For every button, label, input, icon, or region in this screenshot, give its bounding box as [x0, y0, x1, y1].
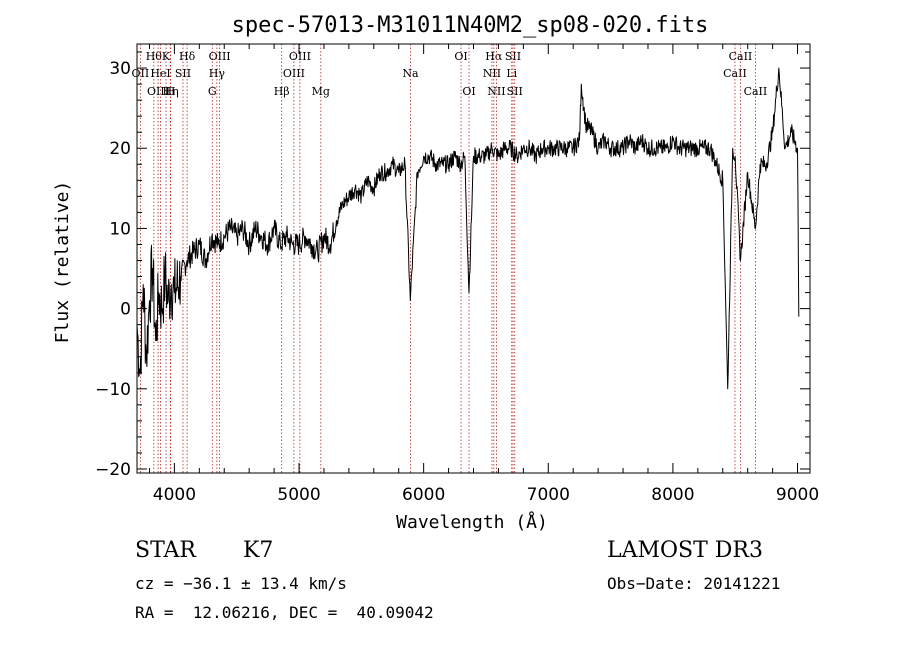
- spectral-line-label: G: [208, 85, 217, 98]
- spectral-line-label: CaII: [729, 50, 753, 63]
- spectral-line-label: OI: [462, 85, 475, 98]
- spectral-line-label: Hδ: [179, 50, 196, 63]
- axes: 4000 5000 6000 7000 8000 9000 −20 −10 0 10 20 30: [95, 44, 819, 505]
- y-tick-label: 20: [109, 139, 131, 159]
- spectral-line-label: H: [166, 85, 176, 98]
- redshift-velocity: cz = −36.1 ± 13.4 km/s: [135, 574, 347, 593]
- survey-name: LAMOST DR3: [607, 538, 763, 563]
- spectral-line-label: Hγ: [209, 67, 226, 80]
- coordinates: RA = 12.06216, DEC = 40.09042: [135, 603, 434, 622]
- spectral-line-label: Na: [402, 67, 419, 80]
- x-tick-label: 6000: [402, 485, 445, 505]
- x-tick-label: 4000: [153, 485, 196, 505]
- spectral-line-label: CaII: [723, 67, 747, 80]
- spectral-line-label: HeI: [150, 67, 170, 80]
- spectral-line-label: Hη: [163, 85, 179, 98]
- spectral-line-label: Hα: [485, 50, 503, 63]
- spectral-line-label: SII: [507, 85, 523, 98]
- y-axis-label: Flux (relative): [52, 181, 73, 344]
- flux-series: [136, 67, 800, 390]
- flux-line: [136, 67, 800, 390]
- y-tick-label: 0: [120, 300, 131, 320]
- plot-frame: [136, 43, 811, 474]
- spectral-line-label: OI: [454, 50, 467, 63]
- spectral-line-label: Hθ: [146, 50, 163, 63]
- spectral-line-label: OIII: [283, 67, 305, 80]
- y-tick-label: 10: [109, 219, 131, 239]
- spectral-line-label: Li: [506, 67, 517, 80]
- y-tick-label: −10: [95, 380, 131, 400]
- x-axis-label: Wavelength (Å): [396, 511, 548, 533]
- object-subclass: K7: [243, 538, 274, 563]
- spectral-line-label: OIII: [147, 85, 169, 98]
- x-tick-label: 5000: [277, 485, 320, 505]
- spectral-line-label: NII: [483, 67, 501, 80]
- spectral-line-label: NII: [487, 85, 505, 98]
- object-class: STAR: [135, 538, 196, 563]
- observation-date: Obs−Date: 20141221: [607, 574, 781, 593]
- spectral-line-label: SII: [175, 67, 191, 80]
- spectral-line-label: OII: [132, 67, 150, 80]
- spectral-line-label: OIII: [289, 50, 311, 63]
- x-tick-label: 7000: [527, 485, 570, 505]
- spectral-line-label: OIII: [209, 50, 231, 63]
- x-tick-label: 9000: [776, 485, 819, 505]
- spectral-line-label: SII: [505, 50, 521, 63]
- spectral-line-label: CaII: [744, 85, 768, 98]
- spectral-line-label: K: [162, 50, 171, 63]
- x-tick-label: 8000: [651, 485, 694, 505]
- y-tick-label: 30: [109, 59, 131, 79]
- spectral-line-label: Hβ: [274, 85, 290, 98]
- spectral-line-label: Mg: [312, 85, 330, 98]
- chart-title: spec-57013-M31011N40M2_sp08-020.fits: [232, 13, 709, 38]
- spectral-line-markers: OII Hθ OIII HeI K HHη SII Hδ G Hγ OIII Hβ OIII OIII Mg…: [132, 44, 768, 473]
- y-tick-label: −20: [95, 460, 131, 480]
